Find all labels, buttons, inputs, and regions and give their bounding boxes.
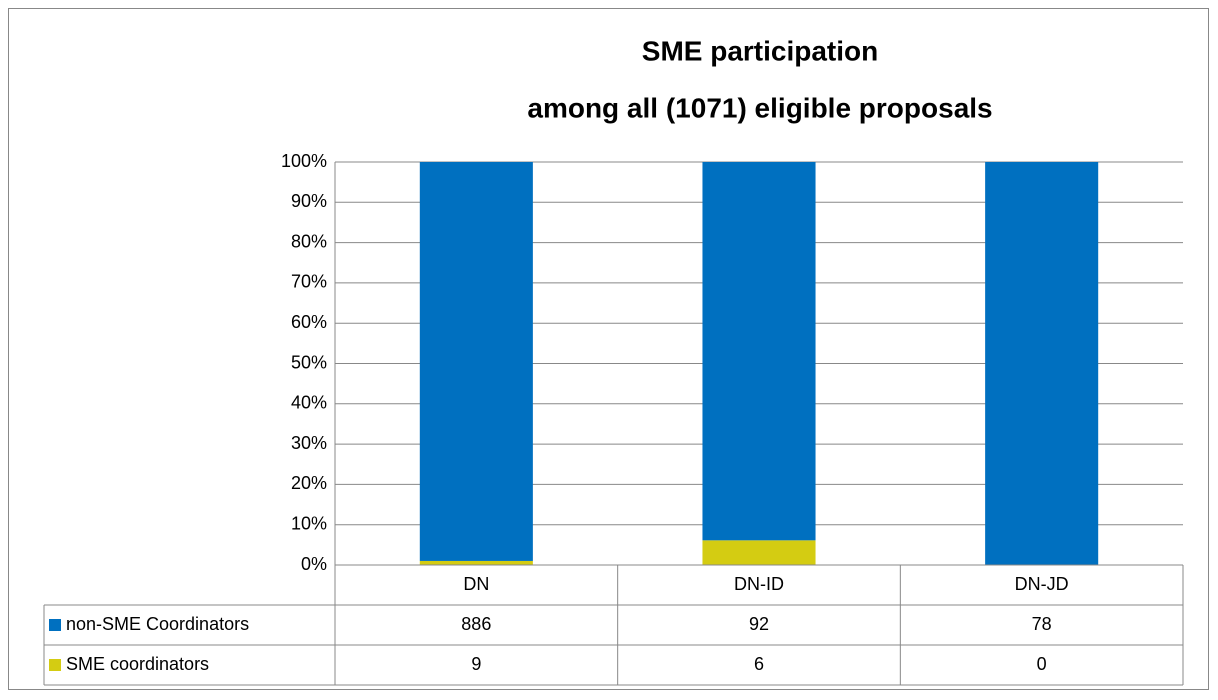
y-tick-label: 100%	[281, 151, 327, 171]
bar	[985, 162, 1099, 565]
x-tick-label: DN	[463, 574, 489, 594]
table-value: 78	[1032, 614, 1052, 634]
x-tick-label: DN-ID	[734, 574, 784, 594]
y-tick-label: 10%	[291, 513, 327, 533]
legend-swatch	[49, 659, 61, 671]
table-value: 92	[749, 614, 769, 634]
y-tick-label: 60%	[291, 312, 327, 332]
legend-label: SME coordinators	[66, 654, 209, 674]
chart-title: SME participation	[642, 35, 878, 66]
y-tick-label: 70%	[291, 272, 327, 292]
y-tick-label: 80%	[291, 231, 327, 251]
y-tick-label: 50%	[291, 352, 327, 372]
y-tick-label: 20%	[291, 473, 327, 493]
chart-subtitle: among all (1071) eligible proposals	[527, 92, 992, 123]
table-value: 6	[754, 654, 764, 674]
bar	[702, 162, 816, 541]
legend-label: non-SME Coordinators	[66, 614, 249, 634]
y-tick-label: 40%	[291, 393, 327, 413]
bar	[419, 560, 533, 565]
bar	[702, 540, 816, 565]
table-value: 0	[1037, 654, 1047, 674]
y-tick-label: 30%	[291, 433, 327, 453]
bar	[419, 162, 533, 561]
table-value: 886	[461, 614, 491, 634]
legend-swatch	[49, 619, 61, 631]
table-value: 9	[471, 654, 481, 674]
y-tick-label: 0%	[301, 554, 327, 574]
y-tick-label: 90%	[291, 191, 327, 211]
x-tick-label: DN-JD	[1015, 574, 1069, 594]
